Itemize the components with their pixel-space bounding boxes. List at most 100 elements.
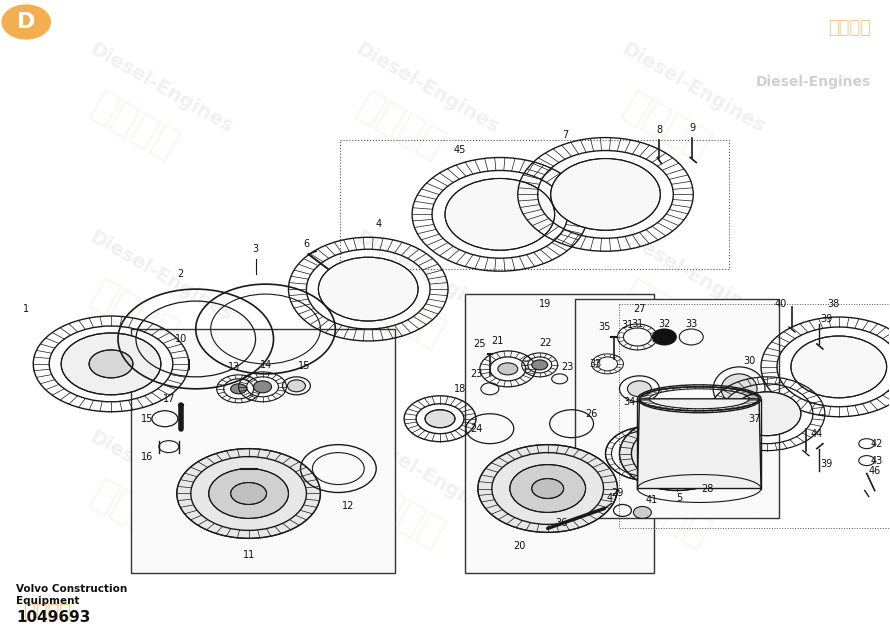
Text: 24: 24	[471, 424, 483, 433]
Bar	[575, 299, 779, 518]
Text: 紫发动力: 紫发动力	[85, 274, 184, 353]
Text: D: D	[17, 12, 36, 32]
Text: Diesel-Engines: Diesel-Engines	[86, 227, 236, 325]
Text: Diesel-Engines: Diesel-Engines	[352, 227, 502, 325]
Text: 42: 42	[870, 438, 883, 448]
Ellipse shape	[209, 469, 288, 518]
Text: 29: 29	[611, 489, 624, 499]
Text: 1049693: 1049693	[16, 610, 91, 625]
Text: 紫发动力: 紫发动力	[617, 274, 716, 353]
Bar	[465, 294, 654, 573]
Text: 紫发动力: 紫发动力	[85, 86, 184, 165]
Text: 16: 16	[141, 452, 153, 462]
Ellipse shape	[89, 350, 133, 378]
Text: 5: 5	[676, 494, 683, 503]
Ellipse shape	[445, 179, 554, 250]
Ellipse shape	[627, 381, 651, 397]
Ellipse shape	[177, 448, 320, 538]
Text: 13: 13	[228, 362, 239, 372]
Ellipse shape	[531, 479, 563, 498]
Text: 41: 41	[645, 496, 658, 506]
Ellipse shape	[551, 159, 660, 230]
Text: 35: 35	[598, 322, 611, 332]
Text: 紫发动力: 紫发动力	[23, 602, 70, 621]
Text: 30: 30	[743, 356, 756, 366]
Text: 33: 33	[589, 359, 602, 369]
Ellipse shape	[721, 374, 757, 404]
Polygon shape	[637, 399, 761, 489]
Text: 14: 14	[261, 360, 272, 370]
Ellipse shape	[510, 465, 586, 513]
Text: 23: 23	[471, 369, 483, 379]
Text: 31: 31	[631, 319, 643, 329]
Text: Diesel-Engines: Diesel-Engines	[352, 428, 502, 525]
Text: 10: 10	[174, 334, 187, 344]
Text: 27: 27	[633, 304, 645, 314]
Text: 紫发动力: 紫发动力	[351, 274, 450, 353]
Text: 20: 20	[514, 542, 526, 552]
Ellipse shape	[791, 336, 886, 398]
Circle shape	[2, 4, 51, 40]
Text: 18: 18	[454, 384, 466, 394]
Text: 紫发动力: 紫发动力	[617, 474, 716, 554]
Text: 17: 17	[163, 394, 175, 404]
Text: Diesel-Engines: Diesel-Engines	[86, 428, 236, 525]
Text: 21: 21	[491, 336, 504, 346]
Ellipse shape	[319, 257, 418, 321]
Ellipse shape	[231, 384, 247, 394]
Text: 46: 46	[869, 465, 881, 476]
Ellipse shape	[287, 380, 305, 392]
Text: 37: 37	[748, 414, 760, 424]
Text: 12: 12	[342, 501, 354, 511]
Text: 22: 22	[539, 338, 552, 348]
Text: 9: 9	[689, 123, 695, 133]
Text: 紫发动力: 紫发动力	[85, 474, 184, 554]
Text: 6: 6	[303, 239, 310, 249]
Text: 15: 15	[298, 361, 311, 371]
Text: 36: 36	[555, 518, 568, 528]
Text: 33: 33	[685, 319, 698, 329]
Text: 26: 26	[586, 409, 598, 419]
Ellipse shape	[478, 445, 618, 532]
Text: 47: 47	[606, 494, 619, 503]
Ellipse shape	[634, 506, 651, 518]
Ellipse shape	[61, 333, 161, 395]
Text: 39: 39	[821, 459, 833, 469]
Text: Diesel-Engines: Diesel-Engines	[619, 428, 768, 525]
Text: 11: 11	[242, 550, 255, 560]
Text: 25: 25	[473, 339, 486, 349]
Text: 2: 2	[178, 269, 184, 279]
Ellipse shape	[531, 360, 547, 370]
Text: 39: 39	[821, 314, 833, 324]
Ellipse shape	[733, 392, 801, 436]
Text: 3: 3	[253, 244, 259, 254]
Text: 23: 23	[562, 362, 574, 372]
Text: Diesel-Engines: Diesel-Engines	[86, 39, 236, 136]
Text: 15: 15	[141, 414, 153, 424]
Ellipse shape	[231, 482, 266, 504]
Ellipse shape	[425, 409, 455, 428]
Ellipse shape	[647, 435, 708, 472]
Ellipse shape	[652, 329, 676, 345]
Text: 40: 40	[775, 299, 787, 309]
Text: 1: 1	[23, 304, 29, 314]
Text: 45: 45	[454, 145, 466, 155]
Text: 32: 32	[658, 319, 670, 329]
Ellipse shape	[498, 363, 518, 375]
Text: Diesel-Engines: Diesel-Engines	[619, 227, 768, 325]
Text: 紫发动力: 紫发动力	[351, 86, 450, 165]
Text: 31: 31	[621, 320, 634, 330]
Text: 43: 43	[870, 455, 883, 465]
Text: Volvo Construction: Volvo Construction	[16, 584, 127, 594]
Text: 28: 28	[701, 484, 714, 494]
Text: 紫发动力: 紫发动力	[828, 19, 871, 37]
Text: 8: 8	[656, 125, 662, 135]
Text: 紫发动力: 紫发动力	[617, 86, 716, 165]
Text: Diesel-Engines: Diesel-Engines	[352, 39, 502, 136]
Text: Diesel-Engines: Diesel-Engines	[756, 75, 871, 89]
Text: Equipment: Equipment	[16, 596, 80, 606]
Text: Diesel-Engines: Diesel-Engines	[619, 39, 768, 136]
Text: 7: 7	[562, 130, 569, 140]
Text: 紫发动力: 紫发动力	[351, 474, 450, 554]
Text: 19: 19	[538, 299, 551, 309]
